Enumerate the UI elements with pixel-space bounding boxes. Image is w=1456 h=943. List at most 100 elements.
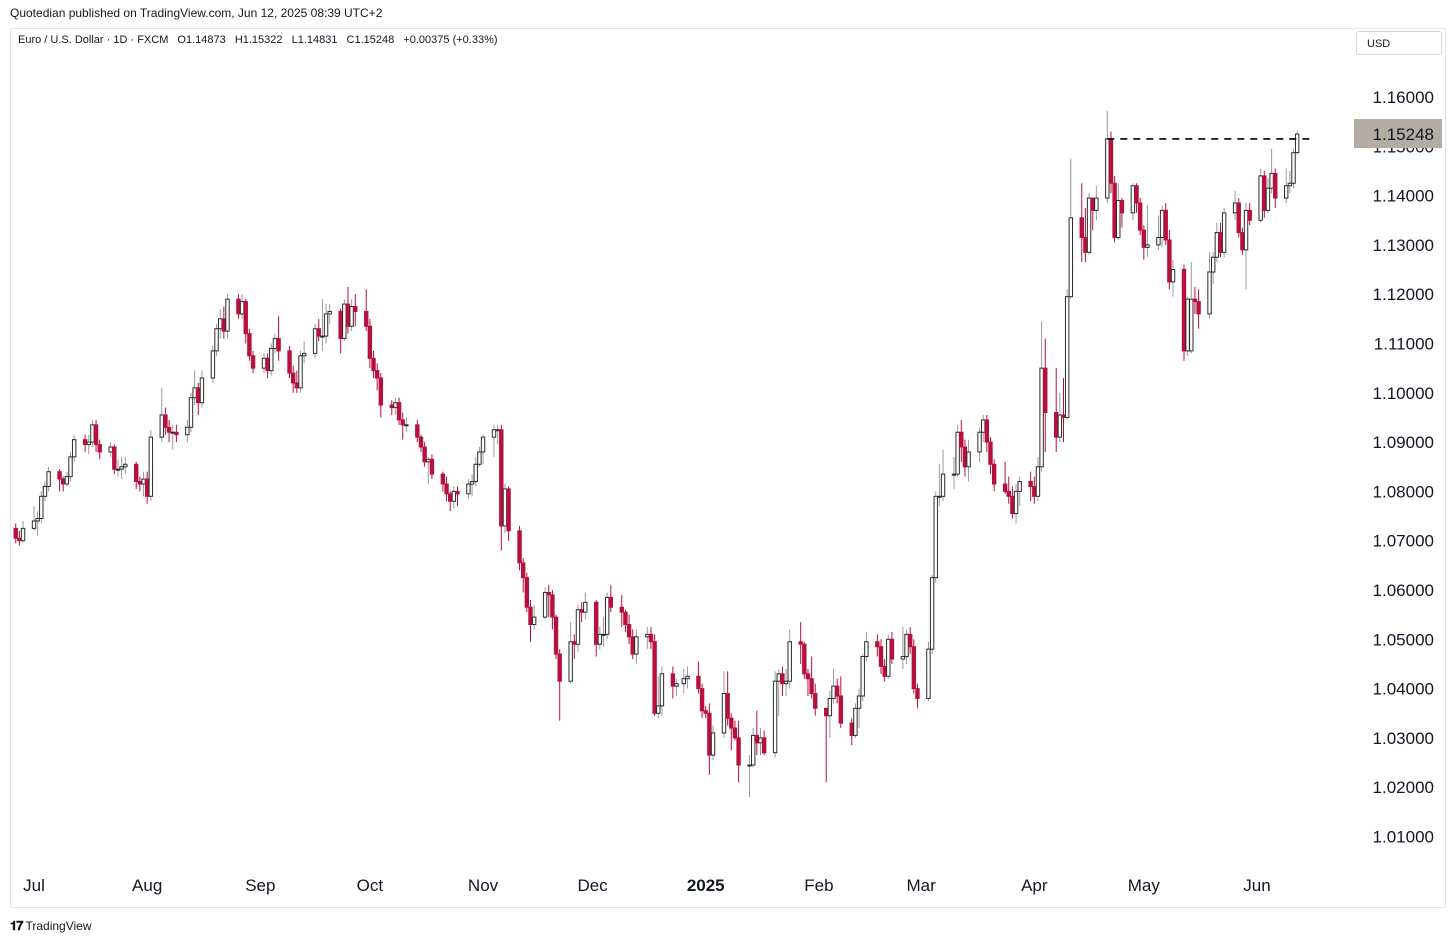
candle	[1090, 197, 1095, 231]
candle-body	[440, 473, 446, 485]
candle-body	[1013, 490, 1019, 515]
candle-body	[1035, 466, 1041, 497]
candle-body	[342, 303, 347, 340]
price-tick-label: 1.08000	[1373, 482, 1434, 501]
candle	[17, 530, 22, 546]
candle	[61, 476, 66, 492]
time-tick-label: Feb	[804, 876, 833, 895]
price-axis[interactable]: 1.160001.150001.140001.130001.120001.110…	[1373, 88, 1434, 847]
candle	[261, 353, 267, 374]
candle-body	[123, 463, 128, 468]
candle-body	[415, 424, 420, 438]
candle-body	[1068, 217, 1074, 298]
candle	[338, 308, 343, 354]
candle	[349, 299, 354, 332]
candle	[371, 350, 376, 379]
candle	[1258, 168, 1263, 223]
candle-body	[849, 722, 854, 736]
candle-body	[1192, 298, 1198, 303]
candle-body	[444, 483, 449, 495]
candle-body	[1119, 200, 1125, 214]
time-axis[interactable]: Jul Aug Sep Oct Nov Dec 2025 Feb Mar Apr May Jun	[23, 876, 1271, 895]
candle-body	[429, 458, 435, 475]
currency-button[interactable]: USD	[1356, 31, 1442, 55]
candle	[875, 634, 880, 657]
candle	[163, 407, 168, 435]
candle	[601, 617, 606, 647]
candle	[681, 668, 687, 694]
candle	[137, 476, 143, 492]
candle	[1163, 202, 1168, 245]
candle-body	[389, 404, 394, 409]
candle-body	[1185, 298, 1190, 352]
candle	[904, 629, 909, 664]
candle-body	[725, 693, 730, 719]
candle-body	[495, 429, 500, 432]
candle	[1294, 130, 1300, 155]
candle-body	[469, 481, 475, 485]
candle-body	[911, 646, 917, 690]
candle-body	[491, 429, 497, 438]
candle-body	[480, 436, 486, 453]
candle	[776, 668, 781, 716]
candle-body	[159, 414, 164, 438]
candle-body	[506, 488, 511, 532]
candle	[301, 341, 307, 364]
candle	[1112, 175, 1117, 243]
price-tick-label: 1.09000	[1373, 433, 1434, 452]
candle-body	[681, 678, 687, 685]
candle	[374, 363, 380, 391]
candle	[860, 654, 865, 701]
candle-body	[291, 372, 296, 384]
candle-body	[1207, 271, 1212, 315]
candle-body	[674, 683, 679, 687]
candle	[115, 459, 121, 477]
candle-body	[1221, 212, 1227, 253]
candle	[1232, 190, 1238, 221]
candle-body	[404, 424, 409, 427]
candle-body	[834, 685, 840, 697]
candle	[802, 641, 807, 679]
legend-high: H1.15322	[234, 34, 283, 46]
candle-body	[827, 697, 833, 717]
candle	[1269, 148, 1274, 194]
time-tick-label: Oct	[357, 876, 384, 895]
candle-body	[1057, 414, 1063, 438]
candle-body	[929, 577, 935, 650]
candle	[389, 400, 394, 415]
candle-body	[783, 680, 789, 685]
candle-body	[696, 675, 701, 690]
candle	[1002, 461, 1008, 494]
candle	[68, 451, 73, 482]
candle-body	[685, 675, 690, 680]
candle-body	[298, 355, 303, 389]
candle-body	[955, 431, 960, 475]
price-tick-label: 1.01000	[1373, 828, 1434, 847]
candle-body	[455, 490, 460, 495]
last-price-label: 1.15248	[1373, 125, 1434, 144]
candle	[1134, 183, 1139, 213]
candle-body	[1141, 229, 1147, 248]
candle	[750, 728, 756, 768]
candle-body	[353, 306, 358, 312]
price-tick-label: 1.10000	[1373, 384, 1434, 403]
candle-body	[61, 478, 66, 485]
candle-body	[528, 606, 533, 626]
legend-symbol[interactable]: Euro / U.S. Dollar · 1D · FXCM	[18, 34, 169, 46]
candle	[729, 713, 734, 751]
candle-body	[1086, 197, 1092, 253]
candle-body	[772, 680, 778, 754]
candle	[404, 417, 409, 433]
candle	[1265, 178, 1271, 213]
candle	[269, 343, 274, 376]
candle	[747, 755, 752, 798]
candle	[521, 557, 526, 593]
candle-body	[46, 471, 51, 487]
candle	[396, 397, 402, 425]
candle-body	[710, 732, 716, 756]
candle	[630, 629, 635, 660]
candle-body	[594, 601, 599, 645]
candle	[583, 592, 588, 620]
candle	[316, 318, 321, 342]
